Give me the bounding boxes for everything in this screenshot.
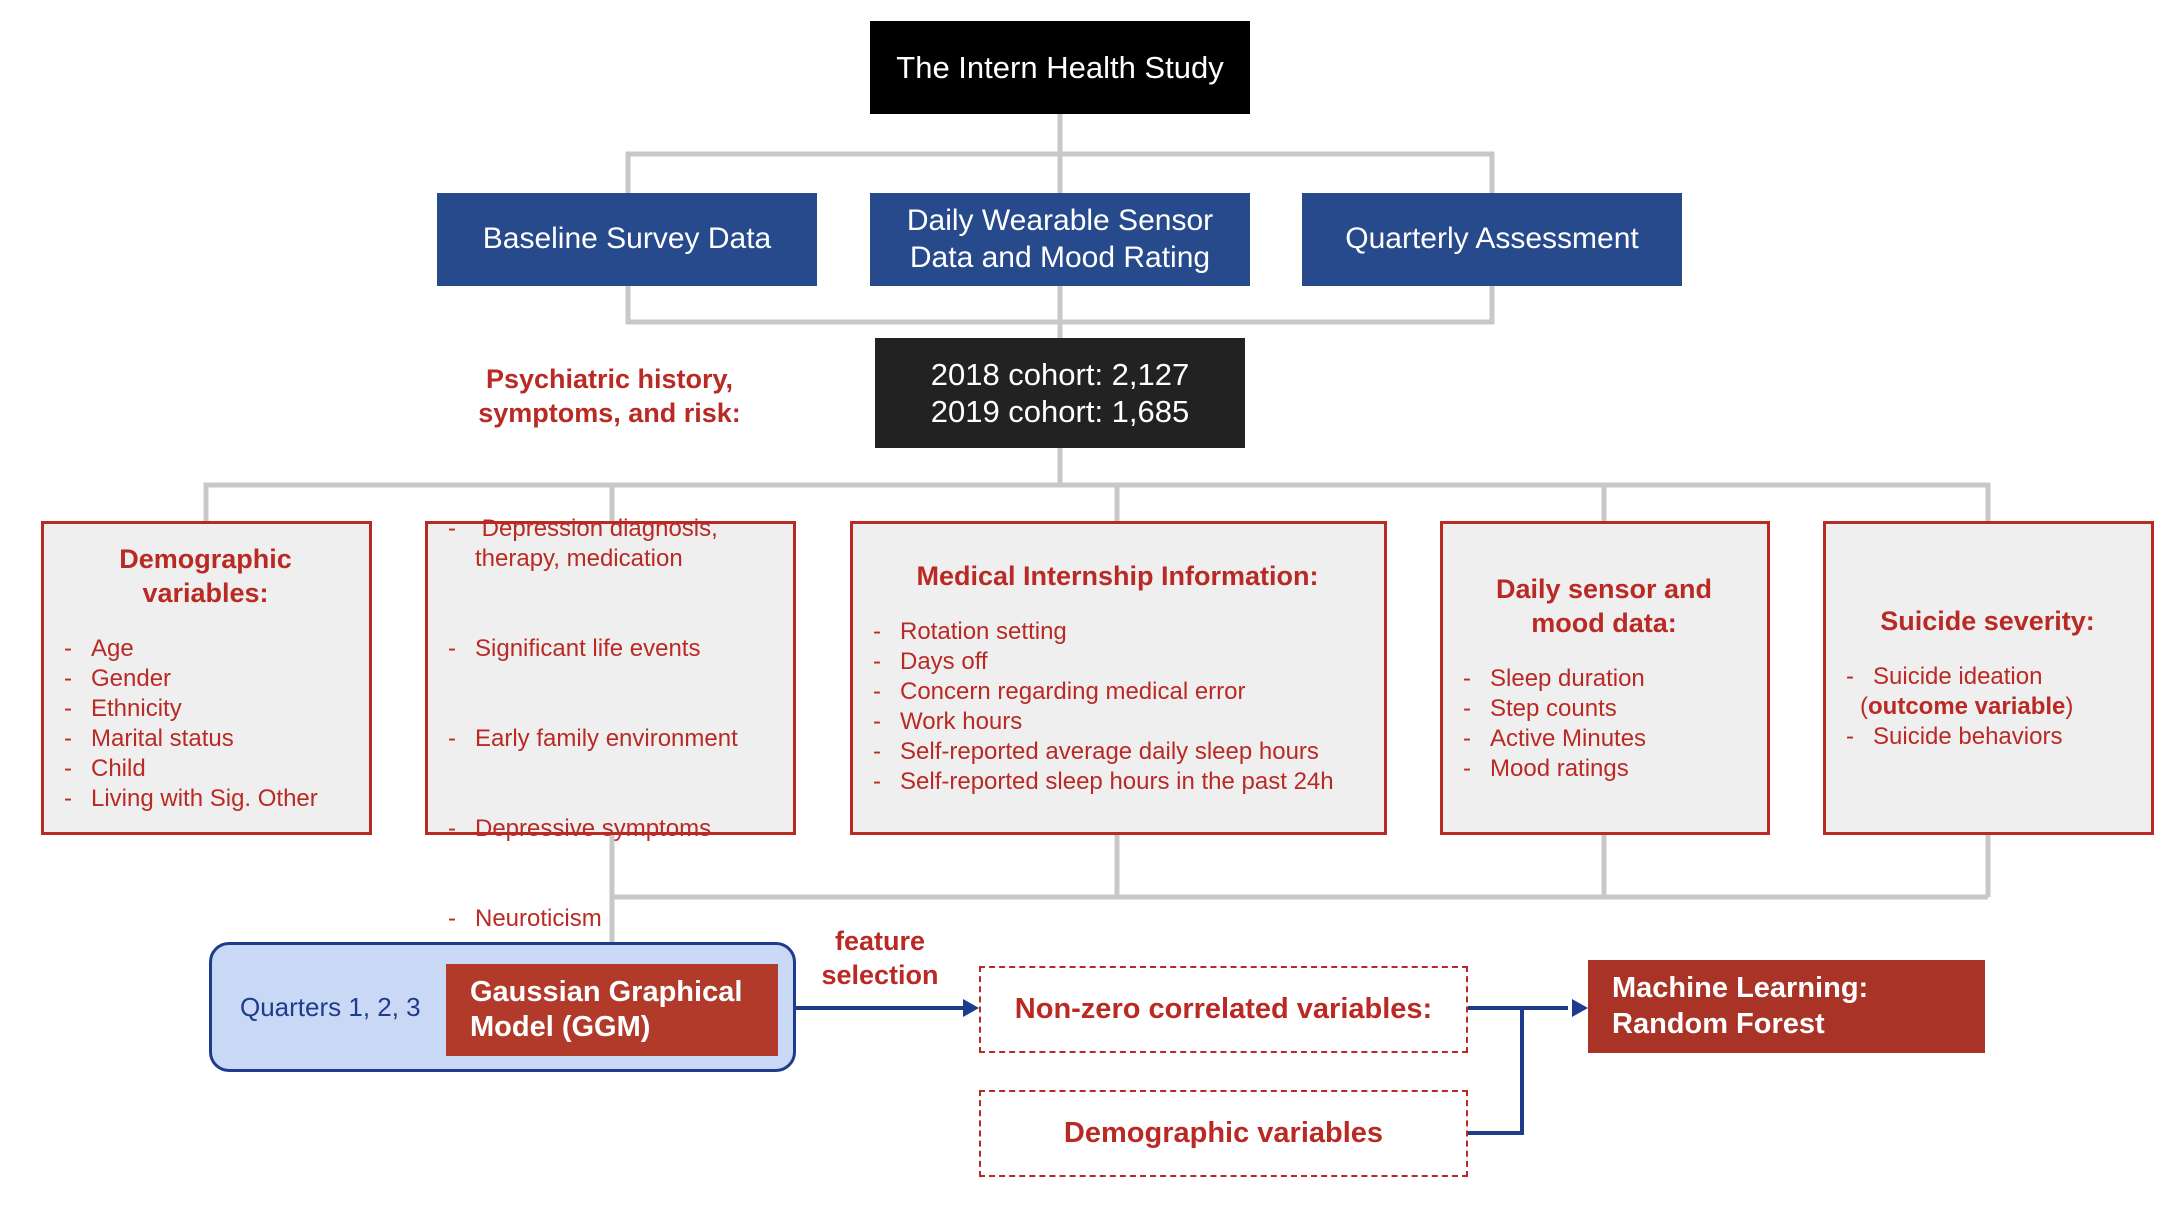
list-item: Self-reported average daily sleep hours (873, 737, 1362, 767)
list-item: Living with Sig. Other (64, 784, 347, 814)
list-item: Ethnicity (64, 694, 347, 724)
category-title: Suicide severity: (1880, 605, 2095, 636)
arrowhead-ml (1572, 999, 1588, 1017)
list-item: Child (64, 754, 347, 784)
category-list: Suicide ideation (outcome variable) Suic… (1846, 662, 2129, 752)
list-item: Depression diagnosis, therapy, medicatio… (448, 514, 771, 574)
list-item: Rotation setting (873, 617, 1362, 647)
connector-top-to-sources (625, 114, 1495, 193)
category-title: Daily sensor and mood data: (1495, 573, 1713, 638)
cohort-2018: 2018 cohort: 2,127 (930, 356, 1190, 392)
list-item: Significant life events (448, 634, 771, 664)
category-title: Medical Internship Information: (916, 560, 1319, 591)
nonzero-label: Non-zero correlated variables: (1014, 993, 1433, 1025)
connector-sources-to-cohorts (625, 286, 1495, 338)
outcome-note: (outcome variable) (1860, 693, 2074, 720)
source-baseline-survey: Baseline Survey Data (437, 193, 817, 286)
category-title: Demographic variables: (119, 543, 292, 608)
category-sensor-mood: Daily sensor and mood data: Sleep durati… (1440, 521, 1770, 835)
list-item: Active Minutes (1463, 724, 1745, 754)
source-label-line1: Daily Wearable Sensor (906, 203, 1214, 237)
category-title: Psychiatric history, symptoms, and risk: (478, 363, 741, 428)
category-demographic: Demographic variables: Age Gender Ethnic… (41, 521, 372, 835)
connector-cohorts-to-categories (203, 448, 1991, 521)
ggm-label-line2: Model (GGM) (470, 1011, 651, 1043)
machine-learning-box: Machine Learning: Random Forest (1588, 960, 1985, 1053)
list-item: Self-reported sleep hours in the past 24… (873, 767, 1362, 797)
list-item: Step counts (1463, 694, 1745, 724)
feature-selection-label: feature selection (821, 926, 939, 990)
list-item: Work hours (873, 707, 1362, 737)
arrowhead-nonzero (963, 999, 979, 1017)
list-item: Days off (873, 647, 1362, 677)
list-item: Gender (64, 664, 347, 694)
cohort-2019: 2019 cohort: 1,685 (930, 394, 1190, 429)
cohorts-box: 2018 cohort: 2,127 2019 cohort: 1,685 (875, 338, 1245, 448)
quarters-label: Quarters 1, 2, 3 (240, 991, 421, 1022)
source-quarterly-assessment: Quarterly Assessment (1302, 193, 1682, 286)
list-item: Concern regarding medical error (873, 677, 1362, 707)
study-title-box: The Intern Health Study (870, 21, 1250, 114)
list-item: Suicide behaviors (1846, 722, 2129, 752)
list-item: Depressive symptoms (448, 814, 771, 844)
category-list: Depression diagnosis, therapy, medicatio… (448, 454, 771, 994)
list-item: Mood ratings (1463, 754, 1745, 784)
source-label-line2: Data and Mood Rating (909, 240, 1211, 274)
list-item: Early family environment (448, 724, 771, 754)
category-list: Age Gender Ethnicity Marital status Chil… (64, 634, 347, 814)
category-suicide-severity: Suicide severity: Suicide ideation (outc… (1823, 521, 2154, 835)
connector-categories-to-ggm (609, 835, 1991, 942)
arrow-demographic-to-ml (1468, 1008, 1524, 1135)
study-title: The Intern Health Study (896, 49, 1224, 85)
list-item: Suicide ideation (outcome variable) (1846, 662, 2129, 722)
list-item: Marital status (64, 724, 347, 754)
nonzero-correlated-box: Non-zero correlated variables: (979, 966, 1468, 1053)
category-list: Rotation setting Days off Concern regard… (873, 617, 1362, 797)
source-daily-wearable: Daily Wearable Sensor Data and Mood Rati… (870, 193, 1250, 286)
demographic-variables-box: Demographic variables (979, 1090, 1468, 1177)
source-label-line1: Baseline Survey Data (482, 222, 772, 256)
source-label-line1: Quarterly Assessment (1345, 222, 1639, 256)
ml-label-line2: Random Forest (1612, 1007, 1825, 1040)
ml-label-line1: Machine Learning: (1612, 971, 1869, 1004)
ggm-label-line1: Gaussian Graphical (470, 975, 743, 1008)
category-list: Sleep duration Step counts Active Minute… (1463, 664, 1745, 784)
list-item: Sleep duration (1463, 664, 1745, 694)
ggm-box: Gaussian Graphical Model (GGM) (446, 964, 778, 1056)
ggm-container: Quarters 1, 2, 3 Gaussian Graphical Mode… (209, 942, 796, 1072)
category-internship: Medical Internship Information: Rotation… (850, 521, 1387, 835)
category-psychiatric: Psychiatric history, symptoms, and risk:… (425, 364, 796, 934)
list-item: Age (64, 634, 347, 664)
list-item: Neuroticism (448, 904, 771, 934)
demographic-label: Demographic variables (1063, 1117, 1384, 1149)
